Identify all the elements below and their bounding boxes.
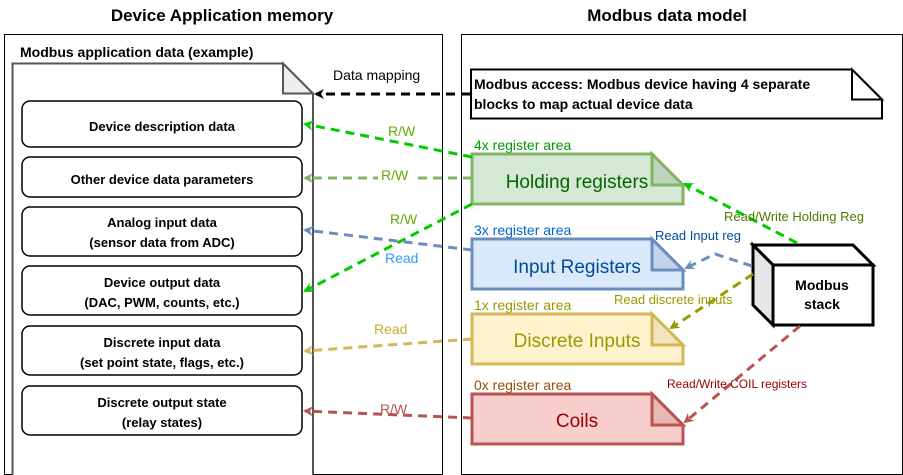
right-title: Modbus data model bbox=[587, 6, 747, 25]
data-mapping-label: Data mapping bbox=[333, 67, 420, 83]
discrete-to-input-arrow bbox=[303, 337, 473, 356]
area-label: 4x register area bbox=[474, 137, 571, 153]
stack-to-input-arrow bbox=[684, 252, 753, 270]
area-label: 0x register area bbox=[474, 377, 571, 393]
input-to-analog-arrow bbox=[303, 225, 473, 252]
area-label: 3x register area bbox=[474, 222, 571, 238]
rw-label-2: R/W bbox=[381, 167, 409, 183]
left-title: Device Application memory bbox=[111, 6, 334, 25]
coils-block[interactable]: 0x register area Coils bbox=[470, 377, 687, 446]
box-analog-input[interactable]: Analog input data (sensor data from ADC) bbox=[21, 206, 303, 257]
coils-to-output-arrow bbox=[303, 406, 473, 420]
box-sublabel: (relay states) bbox=[122, 415, 202, 430]
box-label: Other device data parameters bbox=[71, 172, 254, 187]
box-label: Analog input data bbox=[107, 215, 218, 230]
box-other-parameters[interactable]: Other device data parameters bbox=[21, 156, 303, 198]
read-discrete-inputs-label: Read discrete inputs bbox=[614, 292, 733, 307]
stack-to-holding-arrow bbox=[683, 182, 798, 245]
holding-to-output-arrow bbox=[303, 202, 473, 293]
stack-label: Modbus bbox=[795, 277, 849, 293]
rw-coils-label: R/W bbox=[380, 401, 408, 417]
box-label: Discrete output state bbox=[97, 395, 226, 410]
box-sublabel: (set point state, flags, etc.) bbox=[80, 355, 244, 370]
modbus-stack[interactable]: Modbus stack bbox=[749, 241, 877, 329]
box-device-description[interactable]: Device description data bbox=[21, 100, 303, 148]
input-registers-block[interactable]: 3x register area Input Registers bbox=[470, 222, 687, 291]
box-sublabel: (sensor data from ADC) bbox=[89, 235, 234, 250]
discrete-inputs-block[interactable]: 1x register area Discrete Inputs bbox=[470, 297, 687, 366]
box-label: Device output data bbox=[104, 275, 221, 290]
read-analog-label: Read bbox=[385, 250, 418, 266]
box-label: Discrete input data bbox=[103, 335, 221, 350]
block-name: Input Registers bbox=[513, 257, 641, 278]
area-label: 1x register area bbox=[474, 297, 571, 313]
rw-label-1: R/W bbox=[388, 123, 416, 139]
box-discrete-input[interactable]: Discrete input data (set point state, fl… bbox=[21, 325, 303, 376]
block-name: Discrete Inputs bbox=[514, 331, 641, 352]
note-line2: blocks to map actual device data bbox=[474, 96, 693, 112]
left-subtitle: Modbus application data (example) bbox=[20, 44, 253, 60]
stack-to-discrete-arrow bbox=[669, 272, 754, 330]
holding-to-description-arrow bbox=[303, 120, 473, 159]
rw-label-3: R/W bbox=[390, 211, 418, 227]
rw-holding-label: Read/Write Holding Reg bbox=[724, 209, 864, 224]
stack-label-2: stack bbox=[804, 296, 840, 312]
box-device-output[interactable]: Device output data (DAC, PWM, counts, et… bbox=[21, 265, 303, 316]
modbus-access-note: Modbus access: Modbus device having 4 se… bbox=[470, 67, 885, 120]
box-sublabel: (DAC, PWM, counts, etc.) bbox=[84, 295, 239, 310]
read-input-label: Read Input reg bbox=[655, 228, 741, 243]
box-discrete-output[interactable]: Discrete output state (relay states) bbox=[21, 385, 303, 436]
stack-to-coils-arrow bbox=[683, 324, 801, 424]
note-line1: Modbus access: Modbus device having 4 se… bbox=[474, 76, 810, 92]
rw-coil-registers-label: Read/Write COIL registers bbox=[667, 377, 807, 391]
read-discrete-label: Read bbox=[374, 321, 407, 337]
block-name: Coils bbox=[556, 411, 598, 432]
box-label: Device description data bbox=[89, 119, 236, 134]
holding-registers-block[interactable]: 4x register area Holding registers bbox=[470, 137, 687, 206]
block-name: Holding registers bbox=[506, 172, 649, 193]
